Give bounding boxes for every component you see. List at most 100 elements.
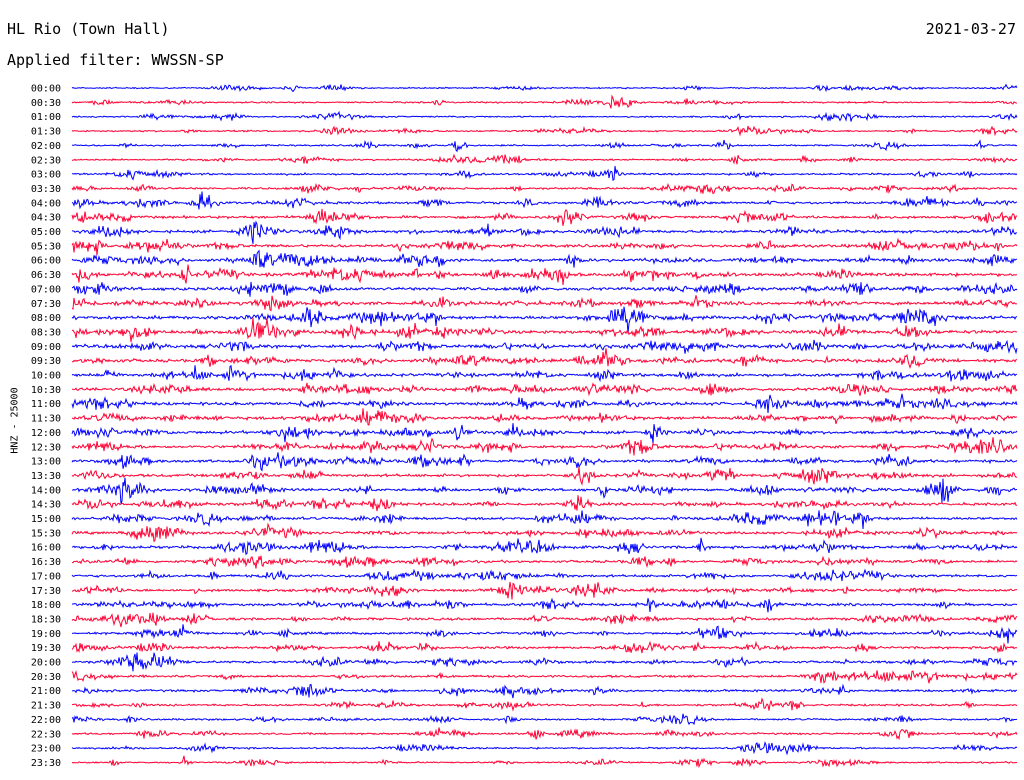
trace-time-label: 14:00 xyxy=(31,485,61,496)
trace-line xyxy=(71,348,1018,370)
trace-time-label: 16:00 xyxy=(31,543,61,554)
trace-time-label: 20:00 xyxy=(31,658,61,669)
trace-line xyxy=(71,306,1018,334)
trace-line xyxy=(71,452,1018,472)
trace-line xyxy=(71,727,1018,741)
trace-time-label: 01:30 xyxy=(31,127,61,138)
trace-time-label: 15:00 xyxy=(31,514,61,525)
trace-line xyxy=(71,408,1017,426)
trace-line xyxy=(71,755,1018,769)
trace-time-label: 23:30 xyxy=(31,758,61,769)
trace-time-label: 19:00 xyxy=(31,629,61,640)
trace-line xyxy=(71,683,1018,699)
trace-line xyxy=(71,165,1018,182)
trace-line xyxy=(71,191,1018,210)
trace-time-label: 08:30 xyxy=(31,327,61,338)
trace-line xyxy=(71,295,1018,312)
trace-line xyxy=(71,466,1018,486)
trace-line xyxy=(71,477,1018,505)
trace-time-label: 20:30 xyxy=(31,672,61,683)
trace-time-label: 22:00 xyxy=(31,715,61,726)
trace-line xyxy=(71,741,1018,756)
trace-time-label: 04:30 xyxy=(31,213,61,224)
trace-time-label: 21:30 xyxy=(31,701,61,712)
trace-line xyxy=(71,208,1018,226)
trace-time-label: 15:30 xyxy=(31,528,61,539)
trace-line xyxy=(71,495,1017,512)
trace-line xyxy=(71,364,1018,383)
trace-time-label: 06:00 xyxy=(31,256,61,267)
trace-time-label: 06:30 xyxy=(31,270,61,281)
trace-time-label: 07:30 xyxy=(31,299,61,310)
trace-time-label: 14:30 xyxy=(31,500,61,511)
trace-line xyxy=(71,110,1018,122)
trace-line xyxy=(71,281,1018,297)
filter-label: Applied filter: WWSSN-SP xyxy=(7,51,224,69)
trace-time-label: 17:00 xyxy=(31,571,61,582)
trace-time-label: 09:30 xyxy=(31,356,61,367)
trace-line xyxy=(71,597,1018,613)
trace-line xyxy=(71,423,1018,444)
trace-time-label: 11:00 xyxy=(31,399,61,410)
trace-line xyxy=(71,624,1018,644)
trace-time-label: 08:00 xyxy=(31,313,61,324)
trace-time-label: 03:30 xyxy=(31,184,61,195)
trace-line xyxy=(71,510,1018,530)
trace-line xyxy=(71,670,1018,684)
trace-time-label: 02:00 xyxy=(31,141,61,152)
trace-line xyxy=(71,640,1017,654)
trace-time-label: 12:30 xyxy=(31,442,61,453)
trace-time-label: 12:00 xyxy=(31,428,61,439)
trace-line xyxy=(71,581,1018,600)
trace-time-label: 02:30 xyxy=(31,155,61,166)
trace-line xyxy=(71,83,1018,93)
trace-time-label: 05:30 xyxy=(31,241,61,252)
trace-time-label: 13:30 xyxy=(31,471,61,482)
trace-time-label: 16:30 xyxy=(31,557,61,568)
trace-line xyxy=(71,382,1018,397)
trace-line xyxy=(71,94,1017,109)
trace-line xyxy=(71,182,1018,195)
trace-line xyxy=(71,237,1018,256)
trace-time-label: 23:00 xyxy=(31,744,61,755)
trace-line xyxy=(71,339,1018,355)
trace-line xyxy=(71,537,1018,556)
trace-time-label: 05:00 xyxy=(31,227,61,238)
trace-line xyxy=(71,317,1018,343)
trace-line xyxy=(71,612,1018,628)
trace-time-label: 18:30 xyxy=(31,614,61,625)
trace-time-label: 11:30 xyxy=(31,414,61,425)
trace-line xyxy=(71,249,1018,268)
trace-time-label: 00:00 xyxy=(31,84,61,95)
trace-line xyxy=(71,652,1018,672)
trace-line xyxy=(71,437,1018,456)
trace-time-label: 07:00 xyxy=(31,284,61,295)
trace-time-label: 18:00 xyxy=(31,600,61,611)
trace-time-label: 09:00 xyxy=(31,342,61,353)
trace-line xyxy=(71,713,1018,726)
trace-time-label: 00:30 xyxy=(31,98,61,109)
date-label: 2021-03-27 xyxy=(925,20,1016,38)
trace-line xyxy=(71,220,1018,244)
trace-time-label: 01:00 xyxy=(31,112,61,123)
trace-time-label: 19:30 xyxy=(31,643,61,654)
trace-line xyxy=(71,568,1018,582)
trace-line xyxy=(71,139,1018,153)
trace-line xyxy=(71,522,1018,543)
trace-time-label: 22:30 xyxy=(31,729,61,740)
trace-line xyxy=(72,555,1018,569)
trace-time-label: 21:00 xyxy=(31,686,61,697)
trace-line xyxy=(71,393,1018,414)
trace-line xyxy=(71,697,1018,712)
trace-line xyxy=(71,264,1017,285)
trace-time-label: 03:00 xyxy=(31,170,61,181)
trace-time-label: 10:30 xyxy=(31,385,61,396)
trace-time-label: 10:00 xyxy=(31,371,61,382)
trace-time-label: 17:30 xyxy=(31,586,61,597)
trace-time-label: 13:00 xyxy=(31,457,61,468)
trace-line xyxy=(71,125,1018,137)
trace-time-label: 04:00 xyxy=(31,198,61,209)
station-title: HL Rio (Town Hall) xyxy=(7,20,170,38)
trace-line xyxy=(71,153,1018,165)
